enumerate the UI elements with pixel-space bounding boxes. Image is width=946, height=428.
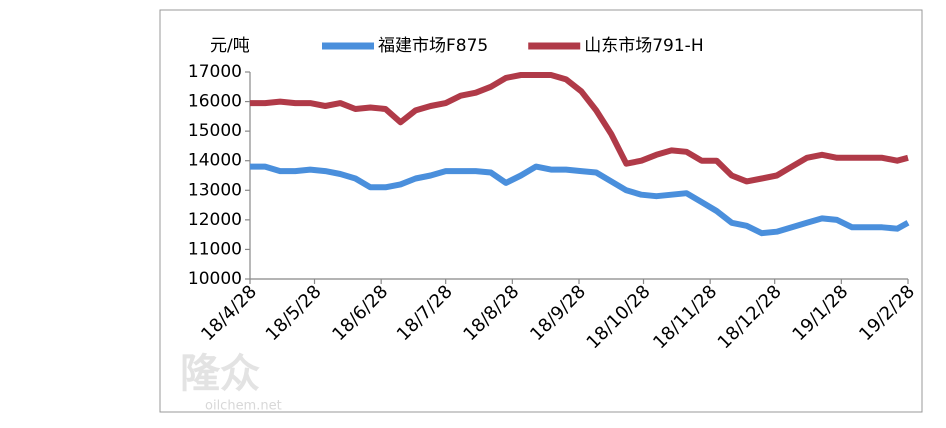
series-line [250, 163, 910, 237]
x-tick-label: 18/7/28 [393, 281, 457, 345]
x-tick-label: 18/4/28 [197, 281, 261, 345]
watermark-url: oilchem.net [205, 399, 282, 414]
y-tick-label: 17000 [188, 62, 242, 82]
y-tick-label: 14000 [188, 151, 242, 171]
y-tick-label: 12000 [188, 210, 242, 230]
chart-frame [159, 9, 923, 413]
y-tick-label: 11000 [188, 239, 242, 259]
x-tick-label: 18/5/28 [262, 281, 326, 345]
x-tick-label: 19/1/28 [788, 281, 852, 345]
legend-label: 山东市场791-H [584, 36, 703, 56]
legend-label: 福建市场F875 [378, 36, 488, 56]
x-tick-label: 18/9/28 [526, 281, 590, 345]
x-tick-label: 18/12/28 [714, 281, 786, 353]
x-tick-label: 19/2/28 [855, 281, 919, 345]
y-axis-unit: 元/吨 [210, 36, 250, 56]
y-tick-label: 16000 [188, 92, 242, 112]
watermark: 隆众 [180, 351, 260, 397]
x-tick-label: 18/11/28 [649, 281, 721, 353]
x-tick-label: 18/6/28 [328, 281, 392, 345]
series-line [250, 72, 909, 185]
y-tick-label: 13000 [188, 180, 242, 200]
x-tick-label: 18/10/28 [583, 281, 655, 353]
y-tick-label: 10000 [188, 269, 242, 289]
y-tick-label: 15000 [188, 121, 242, 141]
x-tick-label: 18/8/28 [459, 281, 523, 345]
